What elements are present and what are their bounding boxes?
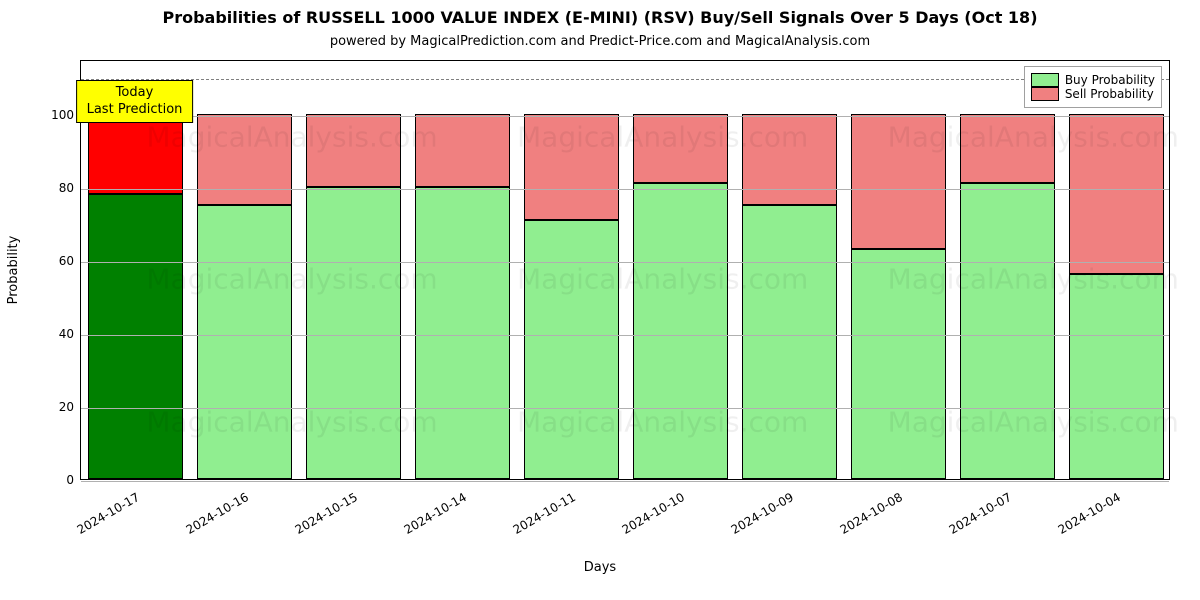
bar-group bbox=[633, 61, 729, 479]
bar-group bbox=[960, 61, 1056, 479]
chart-wrapper: Probabilities of RUSSELL 1000 VALUE INDE… bbox=[0, 0, 1200, 600]
bar-sell bbox=[415, 114, 511, 187]
x-axis-label: Days bbox=[0, 560, 1200, 575]
bar-buy bbox=[742, 205, 838, 479]
xtick-label: 2024-10-09 bbox=[728, 490, 795, 537]
gridline-y bbox=[81, 481, 1169, 482]
legend-row-buy: Buy Probability bbox=[1031, 73, 1155, 87]
xtick-label: 2024-10-17 bbox=[74, 490, 141, 537]
dashed-ref-line bbox=[81, 79, 1169, 80]
xtick-label: 2024-10-15 bbox=[292, 490, 359, 537]
xtick-label: 2024-10-07 bbox=[946, 490, 1013, 537]
ytick-label: 100 bbox=[24, 108, 74, 122]
legend-label-buy: Buy Probability bbox=[1065, 73, 1155, 87]
bar-buy bbox=[851, 249, 947, 479]
legend-swatch-sell bbox=[1031, 87, 1059, 101]
ytick-label: 60 bbox=[24, 254, 74, 268]
legend-label-sell: Sell Probability bbox=[1065, 87, 1154, 101]
chart-subtitle: powered by MagicalPrediction.com and Pre… bbox=[0, 34, 1200, 49]
y-axis-label: Probability bbox=[6, 236, 21, 305]
bar-sell bbox=[306, 114, 402, 187]
chart-title: Probabilities of RUSSELL 1000 VALUE INDE… bbox=[0, 8, 1200, 27]
xtick-label: 2024-10-11 bbox=[510, 490, 577, 537]
bar-buy bbox=[633, 183, 729, 479]
gridline-y bbox=[81, 189, 1169, 190]
xtick-label: 2024-10-08 bbox=[837, 490, 904, 537]
ytick-label: 80 bbox=[24, 181, 74, 195]
bars-layer bbox=[81, 61, 1169, 479]
bar-group bbox=[197, 61, 293, 479]
gridline-y bbox=[81, 116, 1169, 117]
ytick-label: 40 bbox=[24, 327, 74, 341]
bar-sell bbox=[88, 114, 184, 194]
bar-group bbox=[88, 61, 184, 479]
xtick-label: 2024-10-16 bbox=[183, 490, 250, 537]
legend-row-sell: Sell Probability bbox=[1031, 87, 1155, 101]
bar-sell bbox=[742, 114, 838, 205]
bar-group bbox=[742, 61, 838, 479]
bar-buy bbox=[960, 183, 1056, 479]
bar-buy bbox=[306, 187, 402, 479]
bar-sell bbox=[1069, 114, 1165, 275]
xtick-label: 2024-10-10 bbox=[619, 490, 686, 537]
bar-sell bbox=[197, 114, 293, 205]
legend: Buy Probability Sell Probability bbox=[1024, 66, 1162, 108]
bar-group bbox=[306, 61, 402, 479]
today-annotation: Today Last Prediction bbox=[76, 80, 194, 123]
xtick-label: 2024-10-14 bbox=[401, 490, 468, 537]
gridline-y bbox=[81, 335, 1169, 336]
bar-sell bbox=[524, 114, 620, 220]
bar-buy bbox=[1069, 274, 1165, 479]
annotation-line1: Today bbox=[87, 85, 183, 101]
annotation-line2: Last Prediction bbox=[87, 102, 183, 118]
bar-sell bbox=[851, 114, 947, 249]
bar-buy bbox=[415, 187, 511, 479]
bar-buy bbox=[524, 220, 620, 479]
ytick-label: 20 bbox=[24, 400, 74, 414]
xtick-label: 2024-10-04 bbox=[1055, 490, 1122, 537]
bar-group bbox=[415, 61, 511, 479]
bar-group bbox=[851, 61, 947, 479]
bar-sell bbox=[960, 114, 1056, 183]
bar-group bbox=[524, 61, 620, 479]
bar-buy bbox=[197, 205, 293, 479]
gridline-y bbox=[81, 408, 1169, 409]
ytick-label: 0 bbox=[24, 473, 74, 487]
bar-buy bbox=[88, 194, 184, 479]
bar-group bbox=[1069, 61, 1165, 479]
gridline-y bbox=[81, 262, 1169, 263]
bar-sell bbox=[633, 114, 729, 183]
legend-swatch-buy bbox=[1031, 73, 1059, 87]
plot-area: MagicalAnalysis.comMagicalAnalysis.comMa… bbox=[80, 60, 1170, 480]
